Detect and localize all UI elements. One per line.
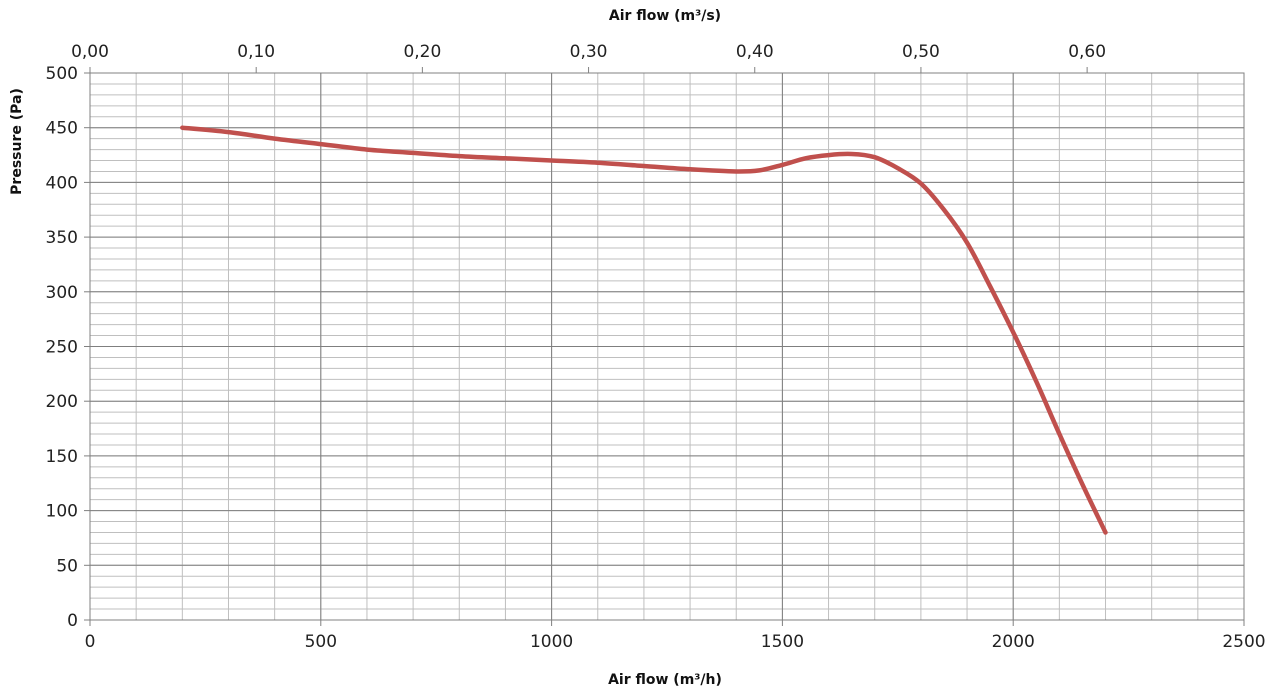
y-tick-label: 200: [46, 392, 78, 412]
y-tick-label: 300: [46, 283, 78, 303]
major-grid: [89, 72, 1245, 621]
top-axis-title: Air flow (m³/s): [609, 8, 721, 24]
y-tick-label: 0: [67, 611, 78, 631]
x-tick-label: 1500: [761, 632, 804, 652]
pressure-curve-line: [180, 125, 1108, 535]
x-tick-label: 0: [85, 632, 96, 652]
top-tick-label: 0,30: [570, 42, 608, 62]
axis-ticks: 0 50 100 150 200 250 300 350 400 450 500 0 500 1000 15…: [46, 42, 1266, 652]
bottom-axis-title: Air flow (m³/h): [608, 672, 722, 688]
top-tick-label: 0,00: [71, 42, 109, 62]
top-tick-label: 0,20: [403, 42, 441, 62]
y-tick-label: 100: [46, 502, 78, 522]
y-axis-title: Pressure (Pa): [9, 88, 25, 195]
series-layer: [180, 125, 1108, 535]
x-tick-label: 1000: [530, 632, 573, 652]
x-tick-label: 2500: [1222, 632, 1265, 652]
top-tick-label: 0,40: [736, 42, 774, 62]
x-tick-label: 2000: [992, 632, 1035, 652]
top-tick-label: 0,60: [1068, 42, 1106, 62]
y-tick-label: 50: [56, 556, 78, 576]
y-tick-label: 350: [46, 228, 78, 248]
y-tick-label: 150: [46, 447, 78, 467]
y-tick-label: 500: [46, 64, 78, 84]
y-tick-label: 400: [46, 173, 78, 193]
top-tick-label: 0,50: [902, 42, 940, 62]
y-tick-label: 450: [46, 119, 78, 139]
x-tick-label: 500: [305, 632, 337, 652]
y-tick-label: 250: [46, 338, 78, 358]
top-tick-label: 0,10: [237, 42, 275, 62]
